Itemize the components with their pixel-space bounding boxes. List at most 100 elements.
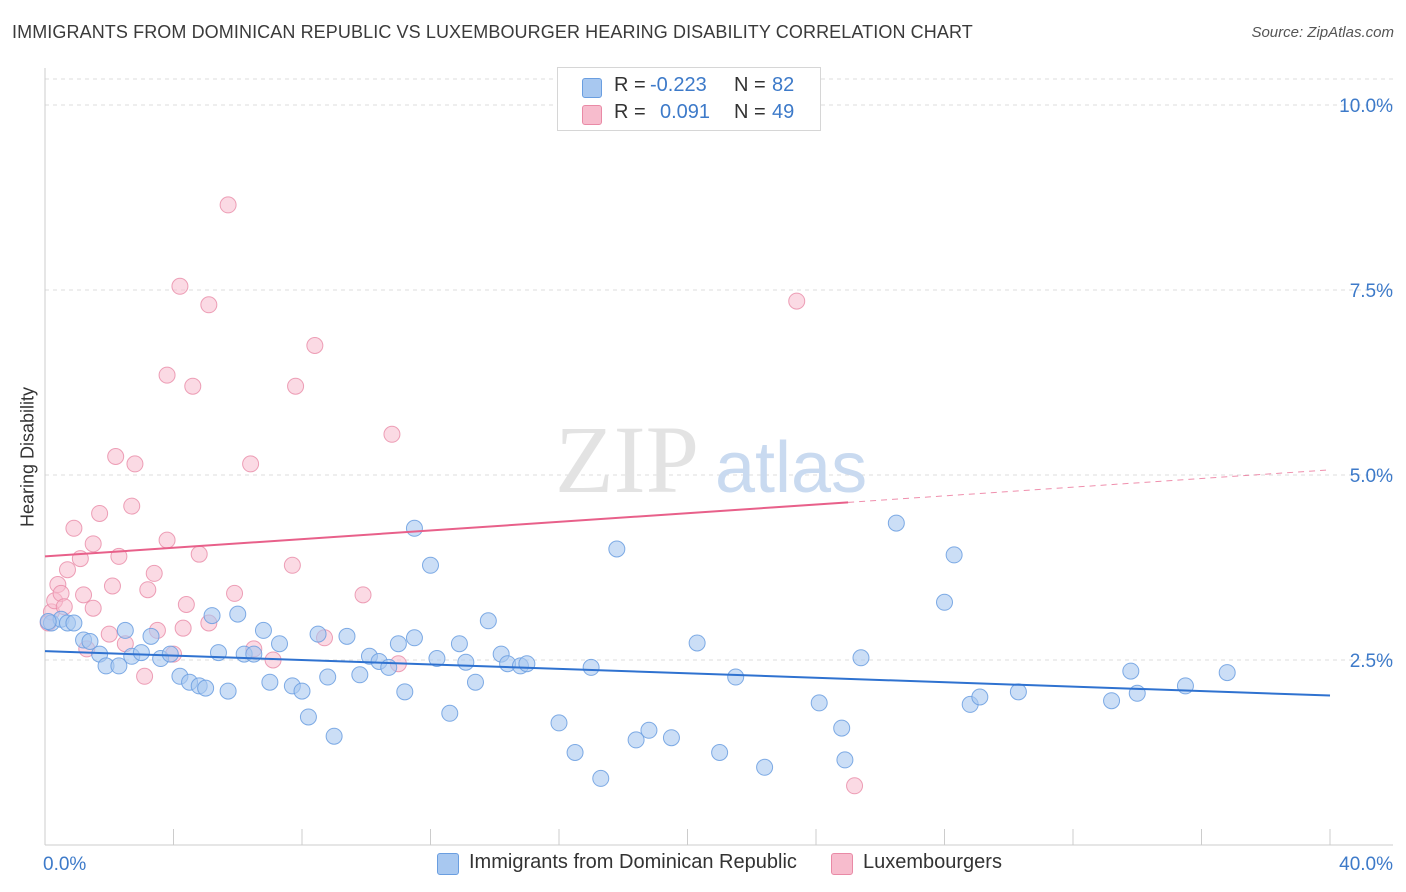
luxembourger-point: [84, 535, 102, 553]
dominican-point: [608, 540, 626, 558]
luxembourger-point: [226, 584, 244, 602]
blue-n-label: N =: [734, 74, 766, 96]
dominican-point: [203, 607, 221, 625]
luxembourger-point: [136, 667, 154, 685]
dominican-point: [132, 644, 150, 662]
bottom-pink-swatch: [831, 853, 853, 875]
luxembourger-point: [190, 545, 208, 563]
dominican-point: [936, 593, 953, 611]
x-tick-label: 0.0%: [43, 854, 86, 875]
dominican-point: [945, 546, 963, 564]
luxembourger-point: [846, 777, 864, 795]
dominican-point: [887, 514, 905, 532]
dominican-point: [116, 621, 134, 639]
luxembourger-point: [283, 556, 301, 574]
luxembourger-point: [100, 625, 118, 643]
dominican-point: [640, 721, 658, 739]
luxembourger-point: [788, 292, 806, 310]
dominican-points: [39, 514, 1236, 787]
dominican-point: [833, 719, 851, 737]
dominican-point: [197, 679, 215, 697]
blue-swatch: [582, 78, 602, 98]
luxembourger-point: [174, 619, 192, 637]
luxembourger-point: [65, 519, 83, 537]
dominican-point: [479, 612, 497, 630]
dominican-point: [592, 769, 610, 787]
dominican-point: [319, 668, 337, 686]
dominican-point: [161, 645, 179, 663]
dominican-point: [518, 655, 536, 673]
dominican-point: [271, 635, 289, 653]
luxembourger-point: [139, 581, 157, 599]
y-axis-label: Hearing Disability: [17, 386, 38, 528]
luxembourger-point: [177, 596, 195, 613]
bottom-pink-label: Luxembourgers: [863, 851, 1002, 873]
dominican-point: [971, 688, 989, 706]
source-label: Source: ZipAtlas.com: [1251, 24, 1394, 41]
dominican-point: [110, 657, 128, 675]
dominican-point: [325, 727, 343, 745]
dominican-point: [727, 668, 745, 686]
luxembourger-point: [84, 599, 102, 617]
dominican-point: [450, 635, 468, 653]
dominican-point: [582, 658, 600, 676]
dominican-point: [299, 708, 317, 726]
dominican-point: [457, 653, 475, 671]
luxembourger-point: [242, 455, 260, 473]
dominican-point: [1122, 662, 1140, 680]
dominican-point: [405, 519, 423, 537]
pink-r-value: 0.091: [660, 101, 711, 123]
dominican-point: [566, 744, 584, 761]
dominican-point: [1103, 692, 1121, 710]
trend-lines: [44, 469, 1331, 697]
luxembourger-point: [103, 577, 121, 595]
axes: [44, 68, 1393, 846]
dominican-point: [396, 683, 414, 701]
dominican-point: [389, 635, 407, 653]
dominican-point: [627, 731, 645, 749]
blue-n-value: 82: [772, 74, 795, 96]
dominican-point: [142, 627, 160, 645]
tick-labels: 2.5% 5.0% 7.5% 10.0% 0.0% 40.0%: [43, 96, 1393, 875]
dominican-point: [245, 645, 263, 663]
luxembourger-point: [306, 337, 324, 354]
dominican-point: [254, 621, 272, 639]
luxembourger-point: [171, 277, 189, 295]
luxembourger-point: [123, 497, 141, 515]
correlation-legend: R = -0.223 N = 82 R = 0.091 N = 49: [557, 67, 821, 131]
dominican-point: [309, 625, 327, 643]
luxembourger-trend-extension: [848, 469, 1331, 503]
luxembourger-point: [184, 377, 202, 395]
dominican-point: [293, 682, 311, 700]
dominican-point: [852, 649, 870, 667]
dominican-point: [756, 758, 774, 776]
pink-swatch: [582, 105, 602, 125]
x-tick-label: 40.0%: [1339, 854, 1393, 875]
dominican-point: [338, 627, 356, 645]
luxembourger-point: [200, 296, 218, 314]
dominican-point: [662, 729, 680, 747]
blue-r-label: R =: [614, 74, 646, 96]
svg-text:atlas: atlas: [715, 428, 867, 508]
pink-n-value: 49: [772, 101, 795, 123]
dominican-point: [81, 633, 99, 650]
dominican-point: [1218, 664, 1236, 682]
luxembourger-point: [287, 377, 305, 395]
luxembourger-point: [107, 448, 125, 465]
luxembourger-point: [58, 561, 76, 579]
dominican-point: [405, 629, 423, 647]
dominican-point: [711, 744, 729, 761]
luxembourger-trend-line: [44, 501, 849, 558]
dominican-point: [836, 751, 854, 769]
dominican-point: [351, 666, 369, 684]
y-tick-label: 5.0%: [1350, 466, 1393, 487]
bottom-blue-swatch: [437, 853, 459, 875]
luxembourger-point: [158, 531, 176, 549]
luxembourger-point: [158, 366, 176, 384]
luxembourger-point: [126, 455, 144, 473]
dominican-point: [261, 673, 279, 691]
dominican-point: [422, 556, 439, 574]
luxembourger-point: [219, 196, 237, 214]
dominican-point: [1009, 683, 1027, 701]
luxembourger-point: [91, 504, 109, 522]
